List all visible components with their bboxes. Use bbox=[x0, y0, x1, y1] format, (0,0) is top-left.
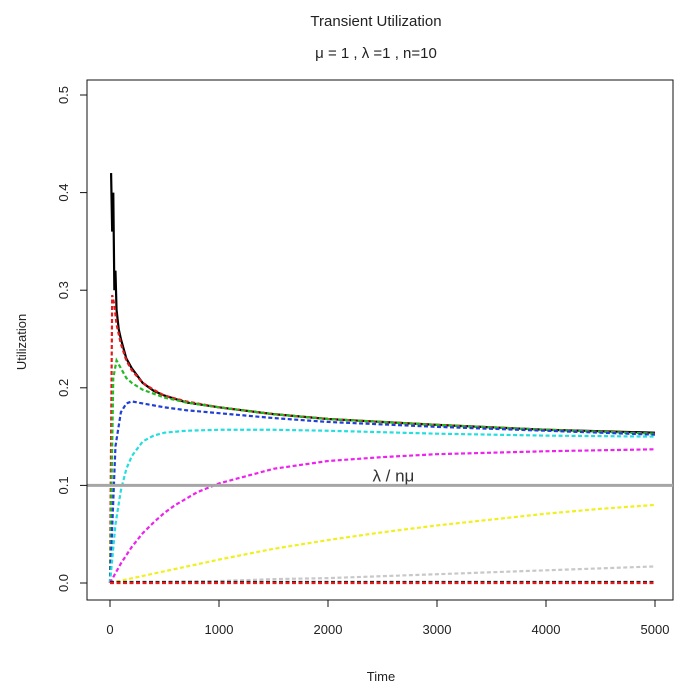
series-line bbox=[109, 503, 656, 585]
chart-title: Transient Utilization bbox=[310, 13, 441, 30]
reference-line-label: λ / nμ bbox=[372, 466, 414, 485]
x-tick-label: 1000 bbox=[205, 622, 234, 637]
y-tick-label: 0.3 bbox=[56, 281, 71, 299]
series-line bbox=[109, 173, 656, 434]
reference-layer: λ / nμ bbox=[87, 466, 673, 487]
series-line bbox=[108, 294, 656, 584]
x-tick-label: 2000 bbox=[314, 622, 343, 637]
series-layer bbox=[108, 173, 656, 585]
x-tick-label: 3000 bbox=[423, 622, 452, 637]
series-line bbox=[109, 448, 656, 584]
y-tick-label: 0.1 bbox=[56, 476, 71, 494]
y-axis: 0.0 0.1 0.2 0.3 0.4 0.5 bbox=[56, 86, 88, 592]
y-tick-label: 0.2 bbox=[56, 379, 71, 397]
chart-subtitle: μ = 1 , λ =1 , n=10 bbox=[315, 45, 437, 62]
series-line bbox=[109, 565, 656, 585]
x-tick-label: 0 bbox=[106, 622, 113, 637]
series-line bbox=[108, 357, 656, 584]
plot-frame bbox=[86, 79, 674, 601]
y-tick-label: 0.5 bbox=[56, 86, 71, 104]
x-axis: 0 1000 2000 3000 4000 5000 bbox=[106, 599, 670, 637]
series-line bbox=[108, 400, 656, 584]
y-axis-label: Utilization bbox=[14, 314, 29, 370]
y-tick-label: 0.0 bbox=[56, 574, 71, 592]
series-line bbox=[108, 428, 656, 584]
x-tick-label: 4000 bbox=[532, 622, 561, 637]
y-tick-label: 0.4 bbox=[56, 184, 71, 202]
x-tick-label: 5000 bbox=[641, 622, 670, 637]
x-axis-label: Time bbox=[367, 669, 395, 684]
